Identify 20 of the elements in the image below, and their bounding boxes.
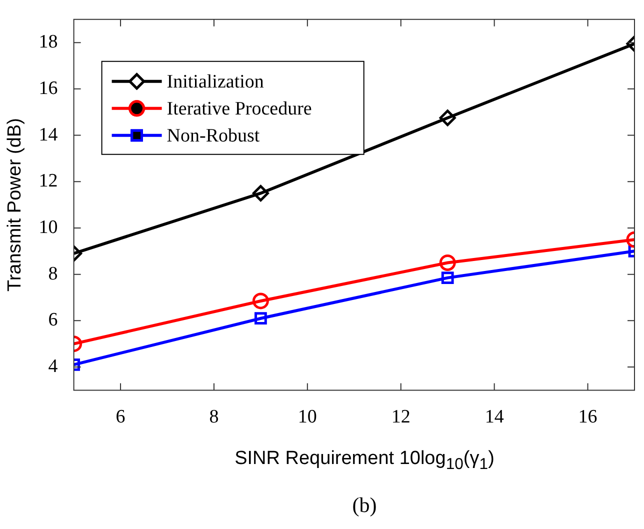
y-tick-label: 10 xyxy=(38,216,58,238)
text: (b) xyxy=(351,493,378,518)
x-axis-title: SINR Requirement 10log$_{10}$(γ$_{1}$) xyxy=(234,448,496,474)
y-tick-label: 14 xyxy=(38,124,58,146)
y-tick-label: 12 xyxy=(38,170,58,192)
x-tick-label: 10 xyxy=(298,406,317,428)
y-tick-label: 6 xyxy=(48,310,58,331)
legend-label: Initialization xyxy=(166,71,264,92)
y-tick-label: 8 xyxy=(48,263,58,284)
legend-label: Iterative Procedure xyxy=(166,98,312,120)
x-tick-label: 6 xyxy=(116,406,126,428)
y-tick-label: 16 xyxy=(38,78,58,99)
x-tick-label: 12 xyxy=(391,406,410,428)
y-axis-title: Transmit Power (dB) xyxy=(4,118,26,292)
x-tick-label: 8 xyxy=(209,406,219,428)
y-tick-label: 18 xyxy=(38,32,58,53)
y-tick-label: 4 xyxy=(48,356,58,378)
legend-label: Non-Robust xyxy=(166,125,260,146)
x-tick-label: 16 xyxy=(578,406,598,428)
x-tick-label: 14 xyxy=(484,406,504,428)
